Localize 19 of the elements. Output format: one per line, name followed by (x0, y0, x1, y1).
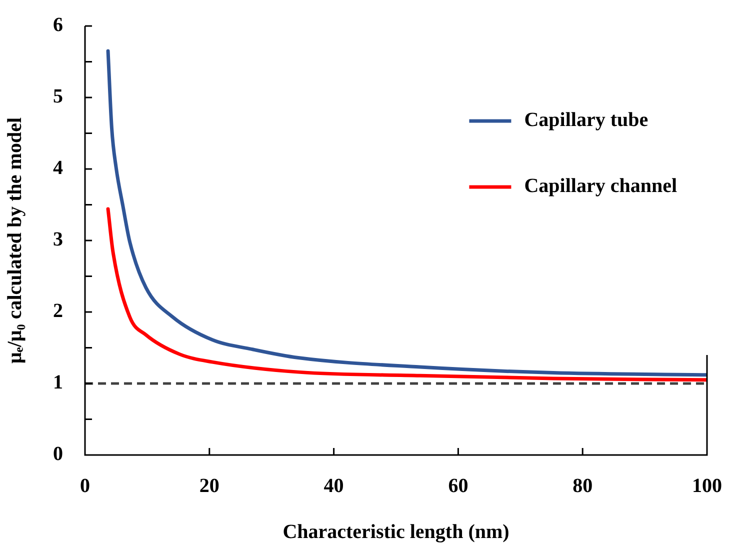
y-tick-label: 5 (53, 86, 63, 108)
y-tick-label: 4 (53, 157, 63, 180)
line-series (106, 207, 707, 382)
x-tick-label: 80 (572, 475, 593, 498)
y-axis-title: μₑ/μ₀ calculated by the model (4, 117, 26, 364)
x-tick-label: 40 (324, 475, 344, 498)
legend-label: Capillary tube (524, 109, 648, 132)
x-axis-title: Characteristic length (nm) (282, 521, 510, 544)
x-tick-label: 100 (692, 475, 722, 498)
y-tick-label: 6 (53, 14, 63, 36)
y-tick-label: 1 (53, 372, 63, 394)
line-series (106, 49, 707, 377)
x-tick-label: 20 (199, 475, 220, 498)
x-tick-label: 0 (80, 475, 90, 498)
y-tick-label: 3 (53, 228, 63, 251)
x-tick-label: 60 (448, 475, 468, 498)
y-tick-label: 0 (53, 443, 63, 466)
legend-label: Capillary channel (524, 175, 678, 198)
y-tick-label: 2 (53, 300, 63, 322)
